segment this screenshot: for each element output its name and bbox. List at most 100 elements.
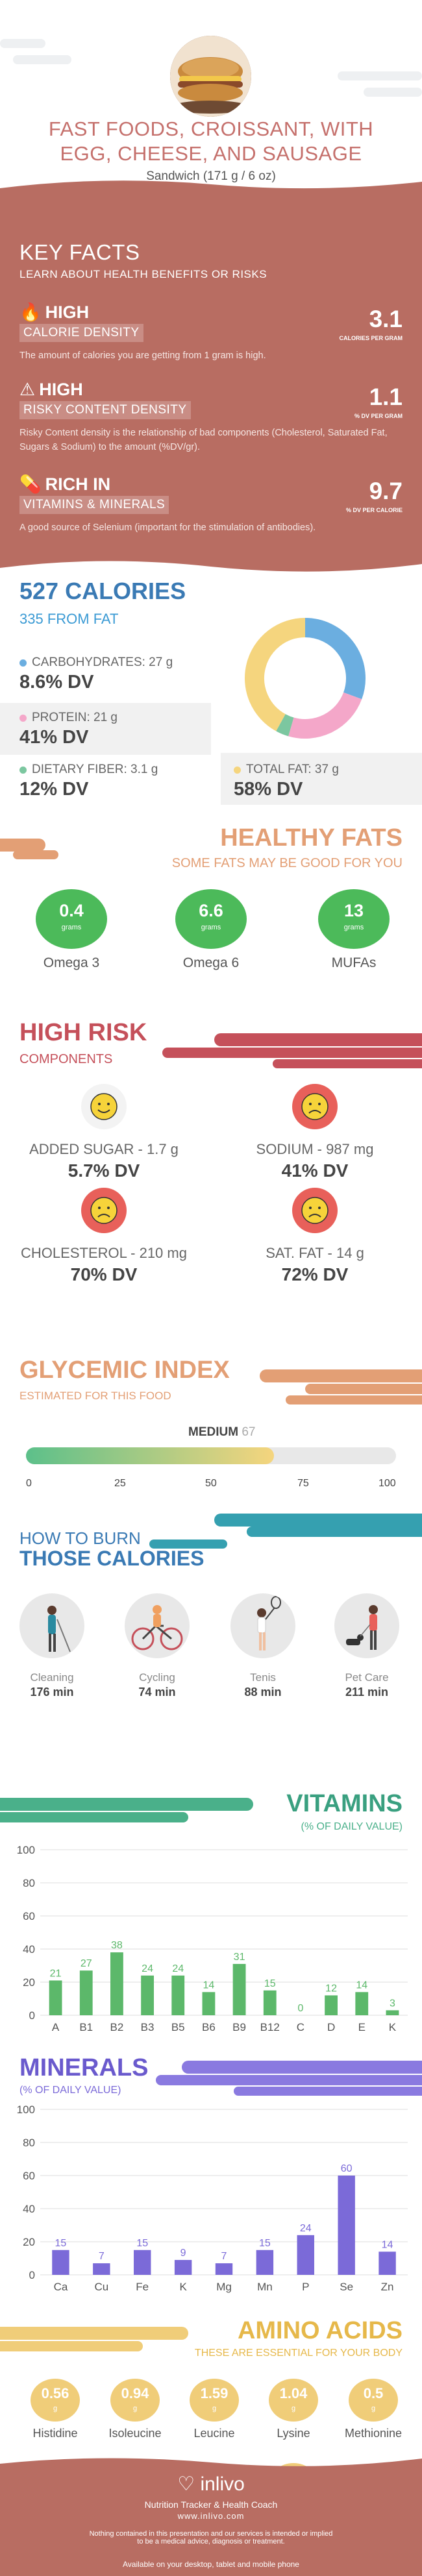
decor-bar (214, 1514, 422, 1527)
cloud-decoration (0, 39, 45, 48)
footer-availability: Available on your desktop, tablet and mo… (123, 2560, 299, 2569)
cleaning-icon (19, 1593, 84, 1658)
cloud-decoration (13, 55, 71, 64)
y-tick-label: 20 (23, 1976, 35, 1989)
value-label-Fe: 15 (136, 2238, 148, 2249)
bar-Zn (379, 2251, 396, 2275)
sad-face-icon (292, 1084, 338, 1129)
category-label-C: C (297, 2021, 304, 2033)
category-label-B6: B6 (202, 2021, 216, 2033)
bar-B3 (141, 1975, 154, 2015)
minerals-subtitle: (% OF DAILY VALUE) (19, 2085, 121, 2096)
fact-description: Risky Content density is the relationshi… (19, 428, 388, 452)
calories-section: 527 CALORIES 335 FROM FAT CARBOHYDRATES:… (0, 578, 422, 818)
protein-background (0, 703, 211, 755)
bar-B9 (232, 1963, 246, 2015)
key-facts-wave (0, 561, 422, 578)
decor-bar (234, 2087, 422, 2096)
omega6-badge: 6.6 grams (175, 889, 247, 949)
decor-bar (156, 2075, 422, 2085)
amino-label: Leucine (193, 2427, 235, 2440)
decor-bar (305, 1384, 422, 1394)
y-tick-label: 60 (23, 1910, 35, 1922)
minerals-bar-chart: 0 20 40 60 80 100 15 Ca 7 Cu 15 Fe 9 K 7 Mg 15 Mn 24 P 60 Se 1… (17, 2104, 408, 2293)
bar-E (355, 1992, 369, 2015)
cycling-icon (125, 1593, 190, 1658)
category-label-Mg: Mg (216, 2281, 232, 2293)
decor-bar (214, 1033, 422, 1046)
amino-title: AMINO ACIDS (237, 2317, 403, 2344)
vitamins-bar-chart: 0 20 40 60 80 100 21 A 27 B1 38 B2 24 B3 24 B5 14 B6 31 B9 1… (17, 1844, 408, 2033)
carbs-stat: CARBOHYDRATES: 27 g 8.6% DV (19, 656, 173, 693)
fact-description: A good source of Selenium (important for… (19, 522, 316, 533)
donut-slice-carbs (304, 618, 366, 700)
value-label-E: 14 (356, 1980, 367, 1991)
footer-url[interactable]: www.inlivo.com (177, 2511, 245, 2521)
decor-bar (162, 1048, 422, 1058)
key-facts-title: KEY FACTS (19, 240, 140, 264)
category-label-Cu: Cu (94, 2281, 108, 2293)
bar-B1 (79, 1970, 93, 2015)
bar-Ca (52, 2250, 69, 2275)
minerals-section: MINERALS (% OF DAILY VALUE) 0 20 40 60 80 100… (0, 2054, 422, 2317)
glycemic-fill (26, 1447, 274, 1464)
category-label-B3: B3 (141, 2021, 155, 2033)
value-label-C: 0 (297, 2003, 303, 2014)
fact-description: The amount of calories you are getting f… (19, 350, 266, 361)
value-label-B3: 24 (142, 1963, 153, 1974)
fact-vitamins-minerals: 💊 RICH IN VITAMINS & MINERALS 9.7% DV PER… (19, 474, 403, 535)
healthy-fats-title: HEALTHY FATS (220, 824, 403, 852)
decor-bar (0, 1812, 188, 1822)
fiber-stat: DIETARY FIBER: 3.1 g 12% DV (19, 763, 158, 800)
glycemic-subtitle: ESTIMATED FOR THIS FOOD (19, 1390, 171, 1402)
fact-risky-content: ⚠ HIGH RISKY CONTENT DENSITY 1.1% DV PER … (19, 380, 403, 454)
activity-tenis: Tenis 88 min (221, 1593, 305, 1699)
bar-Fe (134, 2250, 151, 2275)
bar-D (325, 1995, 338, 2015)
header: FAST FOODS, CROISSANT, WITH EGG, CHEESE,… (0, 0, 422, 196)
fact-value: 1.1% DV PER GRAM (354, 384, 403, 420)
fat-dot-icon (234, 766, 241, 774)
warning-icon: ⚠ (19, 380, 36, 399)
cloud-decoration (364, 88, 422, 97)
donut-slice-fiber (276, 714, 294, 737)
key-facts-section: KEY FACTS LEARN ABOUT HEALTH BENEFITS OR… (0, 195, 422, 578)
added-sugar-stat: ADDED SUGAR - 1.7 g 5.7% DV (29, 1141, 179, 1181)
gi-tick: 50 (205, 1478, 217, 1489)
value-label-D: 12 (325, 1983, 337, 1994)
bar-Cu (93, 2263, 110, 2275)
category-label-B2: B2 (110, 2021, 124, 2033)
header-wave (0, 180, 422, 196)
burn-title-line1: HOW TO BURN (19, 1528, 141, 1548)
y-tick-label: 80 (23, 2137, 35, 2149)
category-label-Se: Se (340, 2281, 353, 2293)
heart-icon: ♡ (177, 2473, 195, 2495)
value-label-K: 9 (180, 2248, 186, 2259)
value-label-Zn: 14 (382, 2239, 393, 2250)
footer: ♡ inlivo Nutrition Tracker & Health Coac… (0, 2458, 422, 2576)
value-label-Mg: 7 (221, 2251, 227, 2262)
value-label-B5: 24 (172, 1963, 184, 1974)
glycemic-section: GLYCEMIC INDEX ESTIMATED FOR THIS FOOD M… (0, 1356, 422, 1532)
flame-icon: 🔥 (19, 302, 42, 322)
bar-B6 (202, 1992, 216, 2015)
decor-bar (149, 1539, 227, 1549)
value-label-P: 24 (300, 2223, 312, 2234)
bar-Mg (215, 2263, 233, 2275)
category-label-K: K (389, 2021, 397, 2033)
decor-bar (13, 850, 58, 859)
decor-bar (182, 2061, 422, 2074)
category-label-K: K (179, 2281, 187, 2293)
category-label-Ca: Ca (54, 2281, 68, 2293)
value-label-Cu: 7 (99, 2251, 105, 2262)
high-risk-title: HIGH RISK (19, 1019, 147, 1046)
pet-care-icon (334, 1593, 399, 1658)
fact-calorie-density: 🔥 HIGH CALORIE DENSITY 3.1 CALORIES PER GR… (19, 302, 403, 363)
amino-label: Isoleucine (108, 2427, 162, 2440)
category-label-D: D (327, 2021, 335, 2033)
donut-slice-fat (245, 618, 306, 731)
vitamins-section: VITAMINS (% OF DAILY VALUE) 0 20 40 60 80 100… (0, 1778, 422, 2064)
omega6-label: Omega 6 (182, 955, 240, 970)
activity-pet-care: Pet Care 211 min (325, 1593, 409, 1699)
bar-A (49, 1980, 62, 2015)
